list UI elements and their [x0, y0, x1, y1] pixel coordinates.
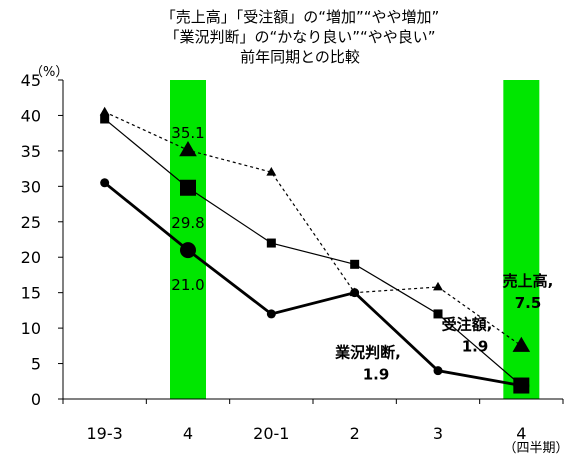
callout-sales-line-2: 7.5 [515, 294, 542, 312]
marker-business-5 [513, 377, 530, 394]
y-tick-label: 45 [21, 71, 41, 90]
marker-business-1 [180, 242, 196, 259]
chart-title: 「売上高」「受注額」の“増加”“やや増加” 「業況判断」の“かなり良い”“やや良い… [161, 8, 440, 66]
marker-business-2 [266, 309, 276, 319]
title-line-1: 「売上高」「受注額」の“増加”“やや増加” [161, 8, 440, 26]
data-labels: 35.1 29.8 21.0 売上高, 7.5 受注額, 1.9 業況判断, 1.9 [171, 124, 553, 383]
marker-orders-2 [266, 238, 276, 248]
x-tick-label: 2 [350, 424, 360, 443]
marker-orders-4 [433, 309, 443, 319]
x-tick-label: 4 [183, 424, 193, 443]
x-axis-unit: （四半期） [503, 441, 568, 455]
y-tick-label: 5 [31, 355, 41, 374]
marker-business-3 [350, 288, 360, 298]
x-tick-label: 20-1 [253, 424, 289, 443]
x-tick-label: 3 [433, 424, 443, 443]
series-line-orders [104, 118, 522, 386]
callout-orders-line-2: 1.9 [462, 338, 489, 356]
callout-business-line-1: 業況判断, [334, 344, 401, 362]
data-label-orders: 29.8 [171, 214, 204, 232]
marker-sales-5 [512, 336, 531, 352]
y-tick-label: 35 [21, 142, 41, 161]
marker-sales-1 [179, 141, 197, 157]
series-lines [103, 111, 522, 387]
y-tick-label: 0 [31, 390, 41, 409]
marker-business-0 [100, 178, 110, 188]
marker-orders-0 [100, 114, 110, 124]
callout-orders-line-1: 受注額, [442, 316, 493, 334]
series-markers [99, 106, 531, 394]
y-axis-unit: （%） [30, 65, 68, 80]
series-line-business [103, 181, 522, 387]
callout-sales-line-1: 売上高, [503, 272, 554, 290]
marker-business-4 [433, 366, 443, 376]
highlight-bands [170, 80, 540, 399]
title-line-2: 「業況判断」の“かなり良い”“やや良い” [164, 28, 435, 46]
marker-sales-2 [266, 167, 277, 176]
marker-orders-1 [180, 179, 196, 196]
y-tick-label: 40 [21, 106, 41, 125]
x-tick-label: 19-3 [87, 424, 123, 443]
y-tick-label: 20 [21, 248, 41, 267]
marker-sales-4 [433, 281, 443, 291]
y-tick-label: 25 [21, 213, 41, 232]
callout-business-line-2: 1.9 [363, 366, 390, 384]
data-label-business: 21.0 [171, 276, 204, 294]
title-line-3: 前年同期との比較 [240, 48, 360, 66]
x-tick-label: 4 [516, 424, 526, 443]
series-line-sales [104, 111, 522, 347]
marker-orders-3 [350, 259, 360, 269]
y-tick-label: 30 [21, 177, 41, 196]
y-tick-label: 15 [21, 284, 41, 303]
data-label-sales: 35.1 [171, 124, 204, 142]
y-tick-label: 10 [21, 319, 41, 338]
marker-sales-0 [99, 106, 110, 116]
